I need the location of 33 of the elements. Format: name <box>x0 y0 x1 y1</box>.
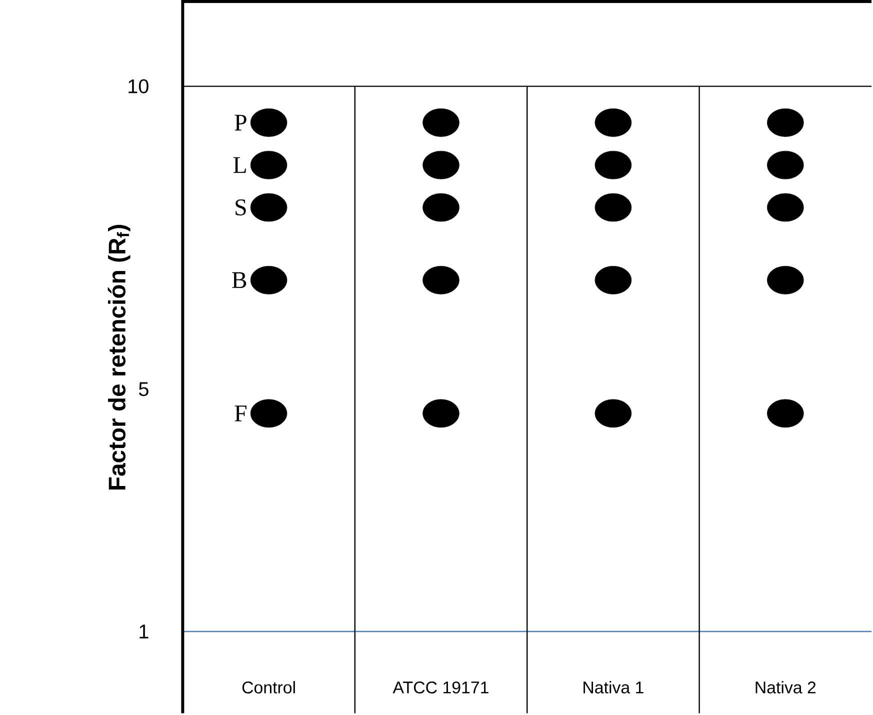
legend-label: L <box>233 157 246 173</box>
y-axis-title: Factor de retención (R$_{f}$) <box>108 225 130 490</box>
x-tick-label: ATCC 19171 <box>392 682 488 694</box>
point <box>250 399 288 428</box>
point <box>250 266 288 294</box>
y-tick-label: 1 <box>140 624 148 638</box>
point <box>767 193 804 222</box>
point <box>422 399 460 428</box>
point <box>250 108 288 137</box>
point <box>594 150 632 180</box>
x-tick-label: Nativa 2 <box>756 681 816 694</box>
legend-label: S <box>236 200 246 216</box>
point <box>422 266 460 294</box>
point <box>422 193 460 222</box>
point <box>594 108 632 137</box>
point <box>594 266 632 294</box>
point <box>250 150 288 180</box>
point <box>422 108 460 137</box>
legend-label: P <box>234 114 246 131</box>
x-tick-label: Nativa 1 <box>584 681 644 694</box>
legend-label: B <box>232 272 246 288</box>
point <box>767 150 804 180</box>
point <box>767 399 804 428</box>
legend-label: F <box>234 406 246 422</box>
x-tick-label: Control <box>242 681 295 694</box>
point <box>767 266 804 294</box>
point <box>250 193 288 222</box>
y-tick-label: 5 <box>138 382 148 396</box>
point <box>594 399 632 428</box>
point <box>422 150 460 180</box>
y-tick-label: 10 <box>128 79 148 94</box>
point <box>767 108 804 137</box>
point <box>594 193 632 222</box>
